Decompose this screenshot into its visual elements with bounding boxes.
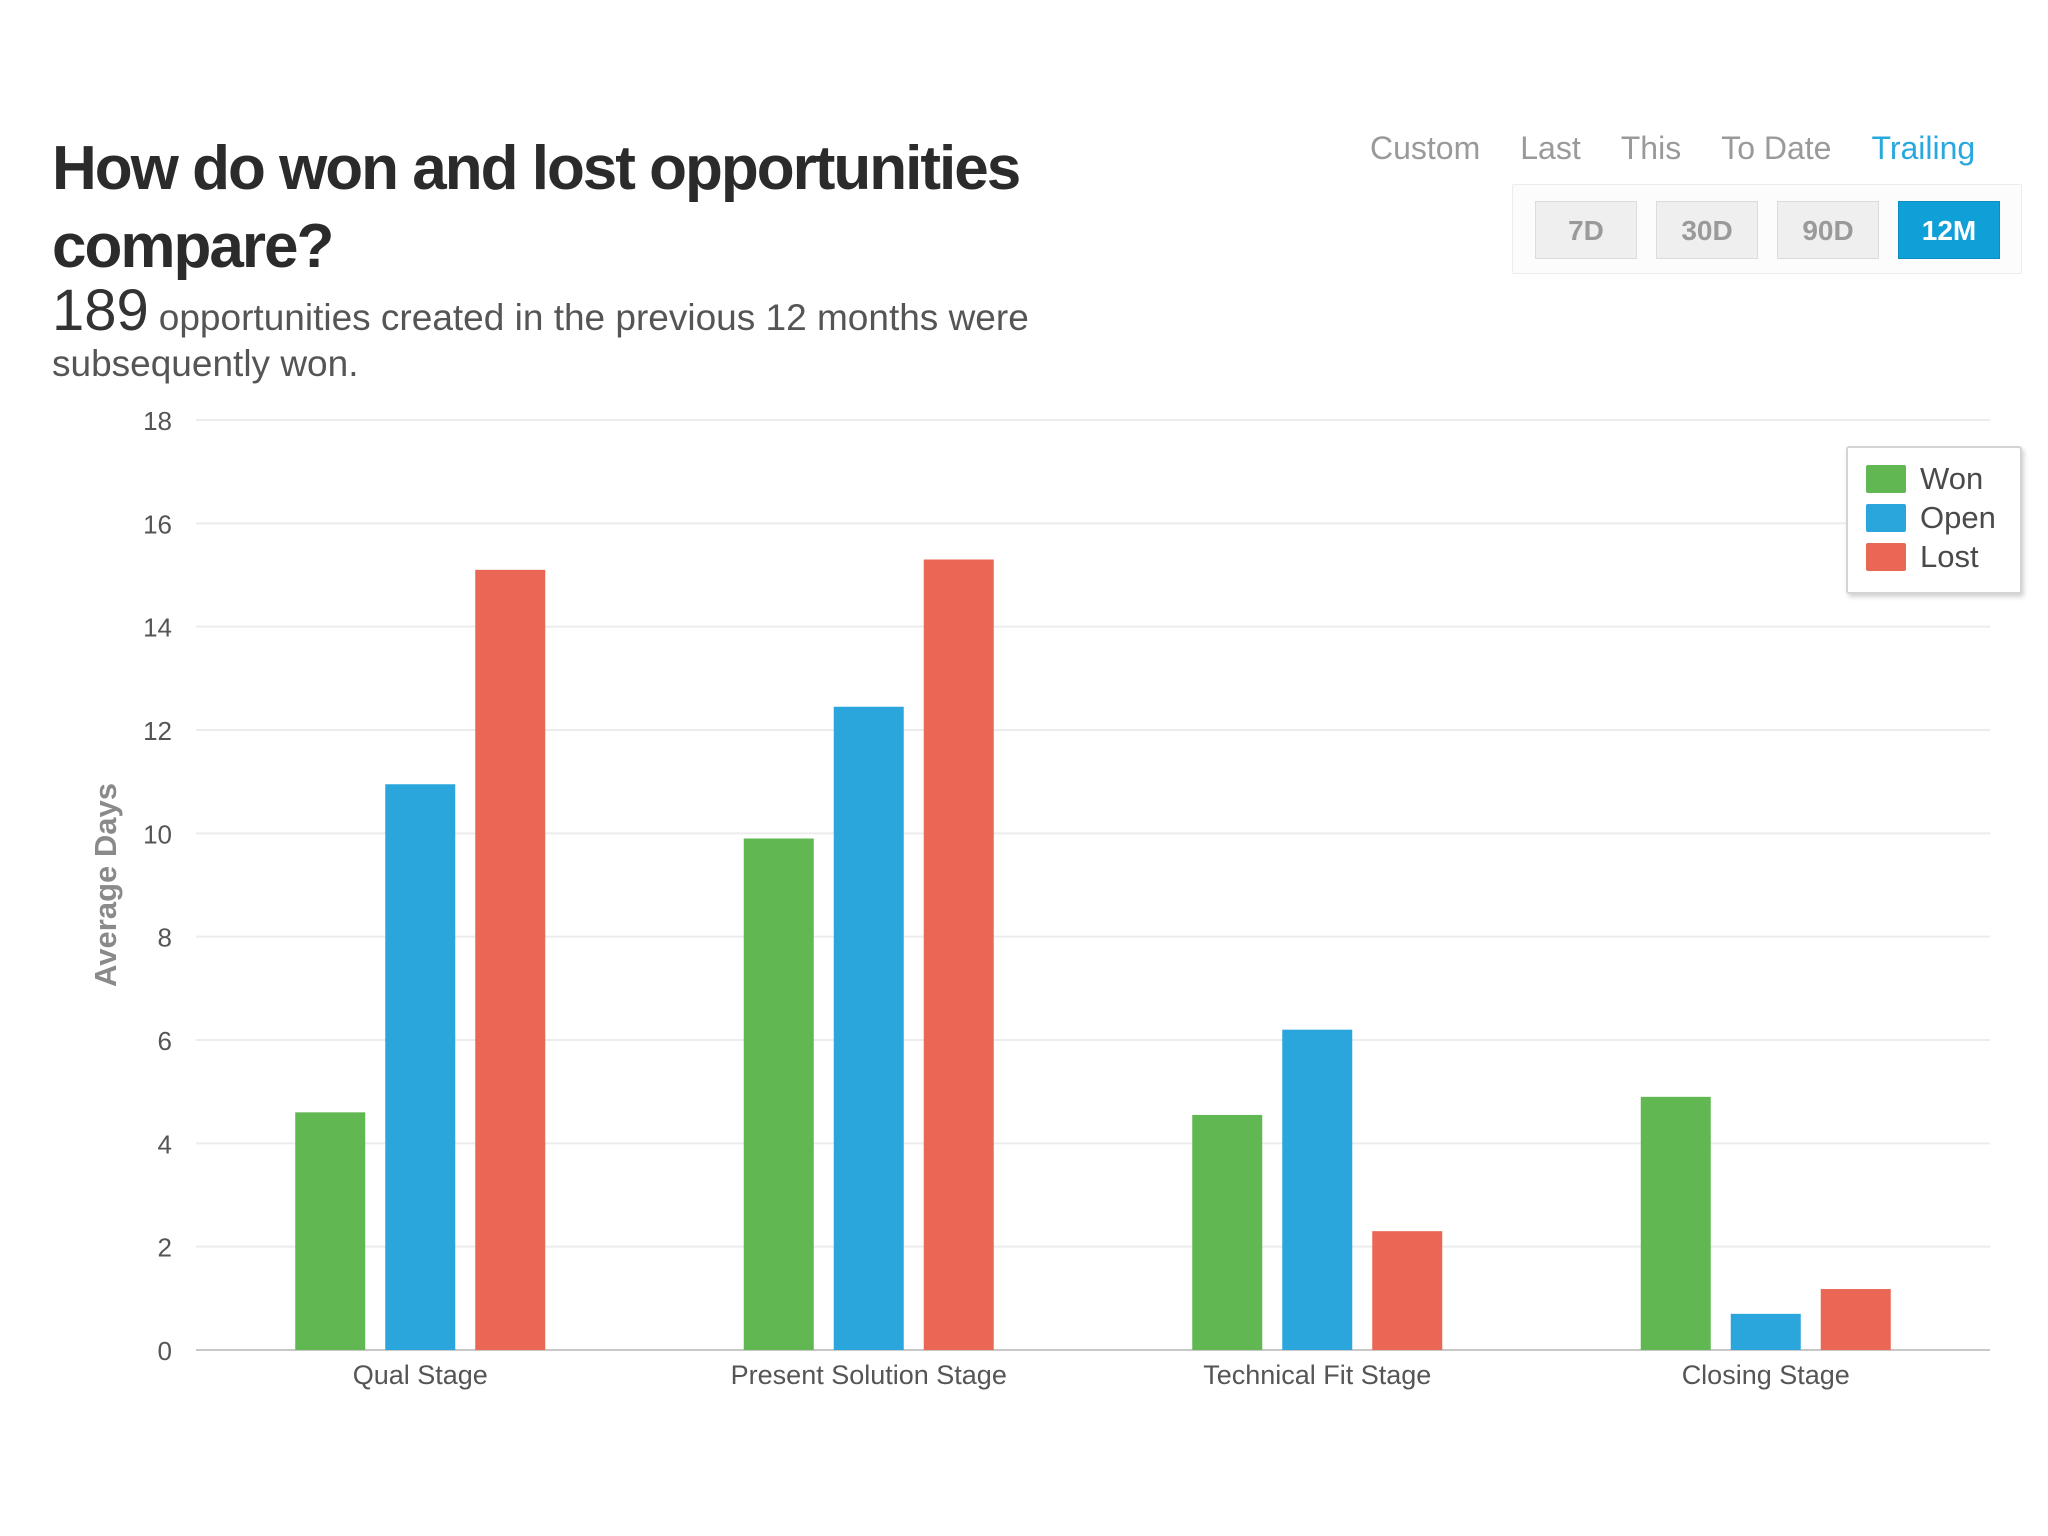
bar-lost — [1372, 1231, 1443, 1350]
y-tick-label: 14 — [143, 613, 172, 643]
chart-legend: Won Open Lost — [1846, 446, 2022, 594]
bar-won — [295, 1112, 366, 1350]
y-axis-title: Average Days — [88, 783, 123, 987]
x-tick-label: Present Solution Stage — [731, 1360, 1007, 1390]
bar-open — [833, 706, 904, 1350]
legend-label-lost: Lost — [1920, 539, 1979, 574]
range-selector: 7D 30D 90D 12M — [1512, 184, 2022, 274]
legend-item-open[interactable]: Open — [1866, 500, 1996, 535]
bar-open — [1730, 1313, 1801, 1350]
legend-label-open: Open — [1920, 500, 1996, 535]
y-tick-label: 2 — [158, 1233, 172, 1263]
page-title: How do won and lost opportunities compar… — [52, 134, 1021, 281]
tab-custom[interactable]: Custom — [1370, 129, 1481, 166]
bar-open — [385, 784, 456, 1350]
y-tick-label: 16 — [143, 509, 172, 539]
range-12m-button[interactable]: 12M — [1898, 201, 2000, 259]
legend-item-won[interactable]: Won — [1866, 461, 1984, 496]
y-tick-label: 4 — [158, 1129, 172, 1159]
summary-text: opportunities created in the previous 12… — [52, 297, 1029, 384]
bar-lost — [923, 559, 994, 1350]
summary-count: 189 — [52, 278, 149, 343]
legend-item-lost[interactable]: Lost — [1866, 539, 1979, 574]
bar-lost — [475, 569, 546, 1350]
tab-last[interactable]: Last — [1520, 129, 1581, 166]
period-tabs: Custom Last This To Date Trailing — [1370, 122, 2010, 174]
y-tick-label: 8 — [158, 923, 172, 953]
range-7d-button[interactable]: 7D — [1535, 201, 1637, 259]
x-tick-label: Qual Stage — [353, 1360, 488, 1390]
tab-to-date[interactable]: To Date — [1721, 129, 1832, 166]
legend-label-won: Won — [1920, 461, 1984, 496]
bar-won — [1192, 1114, 1263, 1350]
legend-swatch-lost — [1866, 543, 1906, 571]
tab-this[interactable]: This — [1620, 129, 1682, 166]
tab-trailing[interactable]: Trailing — [1871, 129, 1976, 166]
bar-lost — [1820, 1289, 1891, 1350]
legend-swatch-open — [1866, 504, 1906, 532]
summary: 189 opportunities created in the previous… — [52, 282, 1132, 387]
x-tick-label: Technical Fit Stage — [1203, 1360, 1431, 1390]
x-tick-label: Closing Stage — [1682, 1360, 1850, 1390]
y-tick-label: 18 — [143, 406, 172, 436]
y-tick-label: 6 — [158, 1026, 172, 1056]
range-90d-button[interactable]: 90D — [1777, 201, 1879, 259]
y-tick-label: 0 — [158, 1336, 172, 1366]
legend-swatch-won — [1866, 465, 1906, 493]
bar-open — [1282, 1029, 1353, 1350]
bar-won — [1640, 1096, 1711, 1350]
y-tick-label: 10 — [143, 819, 172, 849]
range-30d-button[interactable]: 30D — [1656, 201, 1758, 259]
y-tick-label: 12 — [143, 716, 172, 746]
bar-won — [743, 838, 814, 1350]
